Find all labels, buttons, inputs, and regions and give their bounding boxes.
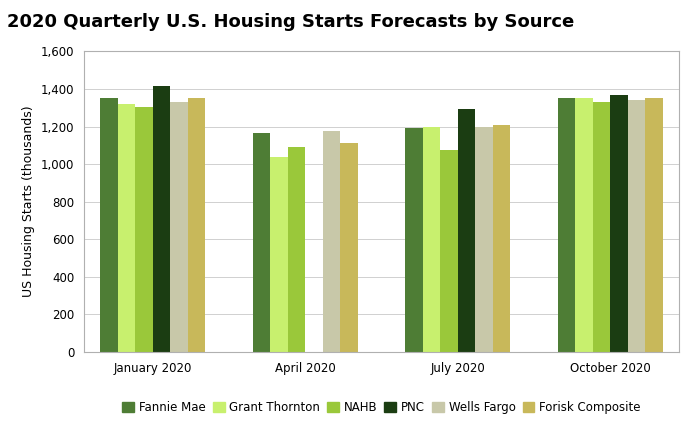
Bar (340, 143, 358, 352)
Bar (440, 150, 458, 352)
Bar (628, 100, 645, 352)
Bar (270, 157, 288, 352)
Bar (493, 125, 510, 352)
Bar (593, 102, 610, 352)
Text: 2020 Quarterly U.S. Housing Starts Forecasts by Source: 2020 Quarterly U.S. Housing Starts Forec… (7, 13, 574, 31)
Bar (610, 95, 628, 352)
Bar (118, 104, 135, 352)
Bar (135, 107, 153, 352)
Bar (475, 127, 493, 352)
Bar (253, 133, 270, 352)
Bar (558, 98, 575, 352)
Bar (288, 147, 305, 352)
Bar (170, 102, 188, 352)
Legend: Fannie Mae, Grant Thornton, NAHB, PNC, Wells Fargo, Forisk Composite: Fannie Mae, Grant Thornton, NAHB, PNC, W… (118, 397, 645, 419)
Bar (100, 98, 118, 352)
Bar (423, 127, 440, 352)
Y-axis label: US Housing Starts (thousands): US Housing Starts (thousands) (22, 106, 35, 297)
Bar (575, 98, 593, 352)
Bar (153, 86, 170, 352)
Bar (323, 131, 340, 352)
Bar (188, 98, 205, 352)
Bar (645, 98, 663, 352)
Bar (458, 109, 475, 352)
Bar (405, 128, 423, 352)
